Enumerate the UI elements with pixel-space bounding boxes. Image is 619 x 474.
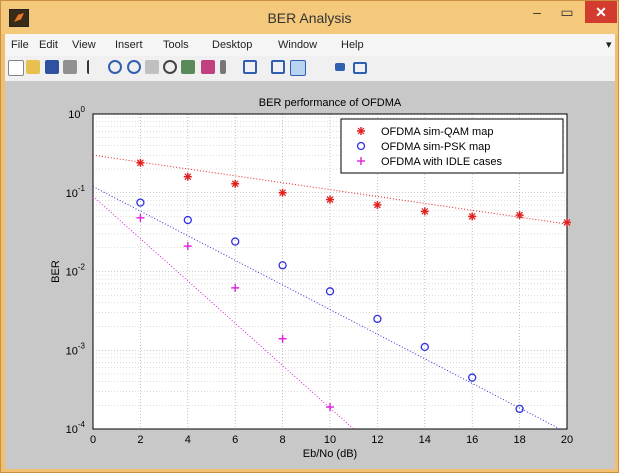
zoom-in-icon[interactable]: [108, 60, 122, 74]
qam-data-point-d2: [279, 189, 287, 197]
y-tick-label: 10-2: [66, 263, 86, 279]
dock-tools-icon[interactable]: [335, 63, 345, 71]
figure-toolbar: [5, 56, 615, 82]
y-tick-label: 100: [68, 105, 85, 121]
dock-arrow-icon[interactable]: ▾: [606, 39, 612, 51]
menu-tools[interactable]: Tools: [163, 39, 189, 51]
y-tick-label: 10-3: [66, 341, 86, 357]
psk-data-point[interactable]: [373, 314, 382, 324]
colorbar-icon[interactable]: [243, 60, 257, 74]
link-icon[interactable]: [220, 60, 226, 74]
fit-line-series-2: [93, 186, 562, 429]
psk-data-point[interactable]: [468, 373, 477, 382]
y-tick-label: 10-1: [66, 184, 86, 200]
x-tick-label: 6: [232, 434, 238, 446]
x-tick-label: 12: [371, 434, 383, 446]
zoom-out-icon[interactable]: [127, 60, 141, 74]
psk-data-point[interactable]: [231, 237, 240, 246]
title-bar[interactable]: BER Analysis – ▭ ✕: [1, 1, 618, 34]
psk-data-point[interactable]: [515, 404, 524, 414]
legend-icon[interactable]: [271, 60, 285, 74]
save-icon[interactable]: [45, 60, 59, 74]
maximize-button[interactable]: ▭: [560, 4, 574, 20]
show-plot-tools-icon[interactable]: [353, 62, 367, 74]
legend-label: OFDMA sim-QAM map: [381, 126, 493, 138]
qam-data-point-d2: [421, 207, 429, 215]
qam-data-point-d2: [373, 201, 381, 209]
menu-file[interactable]: File: [11, 39, 29, 51]
legend-label: OFDMA sim-PSK map: [381, 141, 490, 153]
qam-data-point-d2: [468, 213, 476, 220]
x-tick-label: 14: [419, 434, 431, 446]
psk-data-point[interactable]: [356, 141, 366, 151]
fit-line-series-3: [93, 195, 355, 429]
rotate-icon[interactable]: [163, 60, 177, 74]
matlab-logo-icon: [9, 9, 29, 27]
qam-data-point-d2: [326, 196, 334, 203]
psk-data-point[interactable]: [183, 215, 192, 225]
qam-data-point-d2: [516, 211, 524, 219]
hide-plot-tools-icon[interactable]: [290, 60, 306, 76]
print-icon[interactable]: [63, 60, 77, 74]
menu-insert[interactable]: Insert: [115, 39, 143, 51]
qam-data-point-d2: [357, 127, 365, 135]
axes-frame: [92, 113, 568, 430]
legend-box[interactable]: [340, 118, 564, 174]
fit-line-series-1: [93, 154, 567, 225]
y-axis-label: BER: [50, 260, 62, 283]
psk-data-point[interactable]: [278, 261, 287, 270]
pan-icon[interactable]: [145, 60, 159, 74]
menu-view[interactable]: View: [72, 39, 96, 51]
psk-data-point[interactable]: [136, 198, 145, 207]
open-folder-icon[interactable]: [26, 60, 40, 74]
x-tick-label: 8: [280, 434, 286, 446]
brush-icon[interactable]: [201, 60, 215, 74]
x-axis-label: Eb/No (dB): [303, 448, 357, 460]
ber-plot[interactable]: 10-4 10-3 10-2 10-1 100 0 2 4 6 8 10 12 14 16 18 20 BER …: [5, 81, 615, 469]
x-tick-label: 20: [561, 434, 573, 446]
qam-data-point-d2: [231, 180, 239, 188]
menu-bar: File Edit View Insert Tools Desktop Wind…: [5, 34, 615, 56]
figure-canvas: 10-4 10-3 10-2 10-1 100 0 2 4 6 8 10 12 14 16 18 20 BER …: [5, 81, 615, 469]
menu-desktop[interactable]: Desktop: [212, 39, 253, 51]
minimize-button[interactable]: –: [533, 4, 541, 20]
menu-window[interactable]: Window: [278, 39, 318, 51]
x-tick-label: 16: [466, 434, 478, 446]
psk-data-point[interactable]: [325, 287, 335, 296]
pointer-icon[interactable]: [87, 60, 99, 74]
x-tick-label: 0: [90, 434, 96, 446]
legend-label: OFDMA with IDLE cases: [381, 156, 503, 168]
menu-edit[interactable]: Edit: [39, 39, 58, 51]
y-tick-label: 10-4: [66, 420, 86, 436]
menu-help[interactable]: Help: [341, 39, 364, 51]
chart-title: BER performance of OFDMA: [259, 97, 402, 109]
qam-data-point-d2: [563, 218, 571, 226]
data-cursor-icon[interactable]: [181, 60, 195, 74]
x-tick-label: 2: [137, 434, 143, 446]
psk-data-point[interactable]: [420, 342, 429, 352]
qam-data-point-d2: [136, 159, 144, 167]
x-tick-label: 4: [185, 434, 191, 446]
new-file-icon[interactable]: [8, 60, 24, 76]
x-tick-label: 10: [324, 434, 336, 446]
x-tick-label: 18: [513, 434, 525, 446]
close-button[interactable]: ✕: [585, 1, 617, 23]
window-title: BER Analysis: [267, 10, 352, 26]
qam-data-point-d2: [184, 173, 192, 181]
